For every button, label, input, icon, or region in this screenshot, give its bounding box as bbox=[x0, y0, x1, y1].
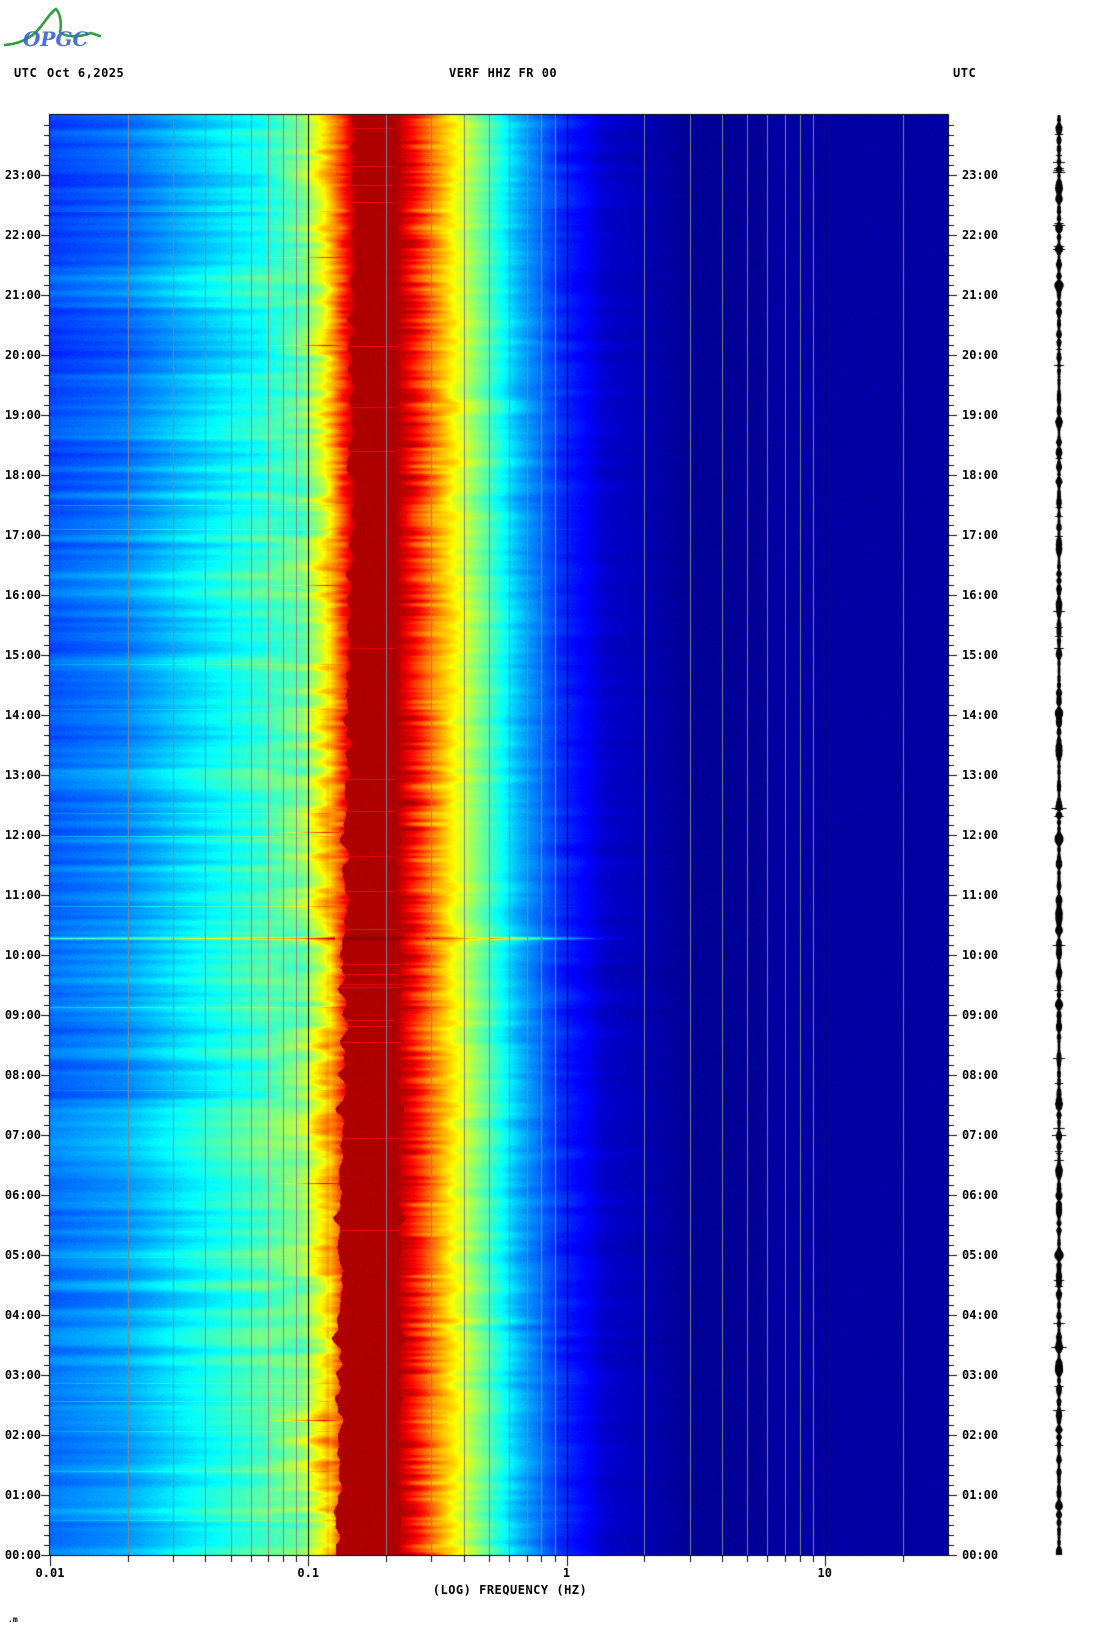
time-label-left: 21:00 bbox=[4, 288, 41, 302]
utc-label-left: UTC bbox=[14, 66, 38, 80]
time-label-left: 07:00 bbox=[4, 1128, 41, 1142]
time-label-left: 23:00 bbox=[4, 168, 41, 182]
time-label-right: 18:00 bbox=[962, 468, 999, 482]
time-label-left: 08:00 bbox=[4, 1068, 41, 1082]
page-title: VERF HHZ FR 00 bbox=[449, 66, 558, 80]
freq-tick-label: 1 bbox=[562, 1566, 571, 1580]
freq-tick-label: 10 bbox=[817, 1566, 832, 1580]
freq-tick-label: 0.1 bbox=[297, 1566, 320, 1580]
time-label-left: 00:00 bbox=[4, 1548, 41, 1562]
time-label-left: 17:00 bbox=[4, 528, 41, 542]
time-label-right: 16:00 bbox=[962, 588, 999, 602]
time-label-right: 14:00 bbox=[962, 708, 999, 722]
utc-label-right: UTC bbox=[953, 66, 977, 80]
x-axis-label: (LOG) FREQUENCY (HZ) bbox=[432, 1583, 588, 1597]
time-label-right: 03:00 bbox=[962, 1368, 999, 1382]
time-label-left: 01:00 bbox=[4, 1488, 41, 1502]
time-label-right: 00:00 bbox=[962, 1548, 999, 1562]
time-label-left: 05:00 bbox=[4, 1248, 41, 1262]
time-label-right: 01:00 bbox=[962, 1488, 999, 1502]
time-label-left: 12:00 bbox=[4, 828, 41, 842]
time-label-right: 11:00 bbox=[962, 888, 999, 902]
time-label-right: 10:00 bbox=[962, 948, 999, 962]
time-label-right: 15:00 bbox=[962, 648, 999, 662]
time-label-left: 16:00 bbox=[4, 588, 41, 602]
logo-text: OPGC bbox=[23, 27, 89, 51]
time-label-left: 20:00 bbox=[4, 348, 41, 362]
logo-ridge-line bbox=[3, 7, 102, 47]
time-label-right: 04:00 bbox=[962, 1308, 999, 1322]
time-label-left: 10:00 bbox=[4, 948, 41, 962]
time-label-right: 09:00 bbox=[962, 1008, 999, 1022]
time-label-right: 19:00 bbox=[962, 408, 999, 422]
time-label-left: 18:00 bbox=[4, 468, 41, 482]
time-label-right: 21:00 bbox=[962, 288, 999, 302]
time-label-right: 17:00 bbox=[962, 528, 999, 542]
time-label-right: 20:00 bbox=[962, 348, 999, 362]
time-label-left: 04:00 bbox=[4, 1308, 41, 1322]
time-label-right: 12:00 bbox=[962, 828, 999, 842]
time-label-left: 11:00 bbox=[4, 888, 41, 902]
opgc-logo: OPGC bbox=[3, 7, 102, 51]
time-label-right: 13:00 bbox=[962, 768, 999, 782]
time-label-left: 02:00 bbox=[4, 1428, 41, 1442]
time-label-left: 03:00 bbox=[4, 1368, 41, 1382]
time-label-right: 06:00 bbox=[962, 1188, 999, 1202]
time-label-right: 07:00 bbox=[962, 1128, 999, 1142]
time-label-left: 15:00 bbox=[4, 648, 41, 662]
freq-tick-label: 0.01 bbox=[35, 1566, 65, 1580]
time-label-right: 08:00 bbox=[962, 1068, 999, 1082]
time-label-left: 09:00 bbox=[4, 1008, 41, 1022]
time-label-right: 02:00 bbox=[962, 1428, 999, 1442]
time-label-left: 13:00 bbox=[4, 768, 41, 782]
time-label-left: 14:00 bbox=[4, 708, 41, 722]
time-label-left: 19:00 bbox=[4, 408, 41, 422]
corner-mark: .m bbox=[8, 1615, 18, 1624]
time-label-right: 23:00 bbox=[962, 168, 999, 182]
date-label: Oct 6,2025 bbox=[47, 66, 125, 80]
time-label-right: 05:00 bbox=[962, 1248, 999, 1262]
time-label-left: 06:00 bbox=[4, 1188, 41, 1202]
time-label-right: 22:00 bbox=[962, 228, 999, 242]
time-label-left: 22:00 bbox=[4, 228, 41, 242]
